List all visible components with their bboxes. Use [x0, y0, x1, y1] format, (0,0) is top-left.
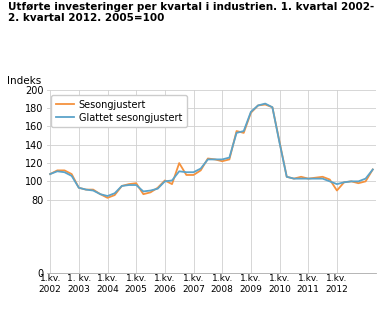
- Sesongjustert: [213, 158, 217, 161]
- Sesongjustert: [55, 169, 60, 172]
- Sesongjustert: [363, 179, 368, 183]
- Glattet sesongjustert: [213, 158, 217, 161]
- Sesongjustert: [141, 192, 146, 196]
- Sesongjustert: [170, 182, 174, 186]
- Glattet sesongjustert: [363, 177, 368, 180]
- Glattet sesongjustert: [126, 183, 131, 187]
- Glattet sesongjustert: [191, 170, 196, 174]
- Glattet sesongjustert: [113, 191, 117, 195]
- Sesongjustert: [234, 129, 239, 133]
- Glattet sesongjustert: [256, 103, 260, 107]
- Glattet sesongjustert: [148, 188, 153, 192]
- Glattet sesongjustert: [334, 182, 339, 186]
- Sesongjustert: [256, 103, 260, 107]
- Glattet sesongjustert: [234, 131, 239, 135]
- Glattet sesongjustert: [206, 158, 210, 161]
- Sesongjustert: [327, 178, 332, 181]
- Sesongjustert: [76, 186, 81, 190]
- Glattet sesongjustert: [299, 177, 303, 180]
- Sesongjustert: [184, 173, 189, 177]
- Glattet sesongjustert: [120, 184, 124, 188]
- Glattet sesongjustert: [69, 174, 74, 178]
- Sesongjustert: [227, 158, 232, 161]
- Sesongjustert: [177, 161, 182, 165]
- Glattet sesongjustert: [170, 178, 174, 182]
- Sesongjustert: [220, 159, 225, 163]
- Line: Sesongjustert: Sesongjustert: [50, 105, 373, 198]
- Glattet sesongjustert: [277, 141, 282, 145]
- Line: Glattet sesongjustert: Glattet sesongjustert: [50, 104, 373, 196]
- Sesongjustert: [113, 193, 117, 197]
- Glattet sesongjustert: [356, 179, 361, 183]
- Sesongjustert: [69, 172, 74, 176]
- Glattet sesongjustert: [327, 179, 332, 183]
- Glattet sesongjustert: [84, 188, 88, 192]
- Sesongjustert: [155, 186, 160, 190]
- Sesongjustert: [356, 181, 361, 185]
- Glattet sesongjustert: [198, 167, 203, 170]
- Glattet sesongjustert: [184, 170, 189, 174]
- Glattet sesongjustert: [349, 179, 353, 183]
- Glattet sesongjustert: [227, 156, 232, 160]
- Sesongjustert: [206, 157, 210, 160]
- Sesongjustert: [126, 182, 131, 186]
- Sesongjustert: [342, 180, 346, 184]
- Sesongjustert: [306, 177, 310, 180]
- Sesongjustert: [163, 178, 167, 182]
- Glattet sesongjustert: [134, 183, 139, 187]
- Glattet sesongjustert: [342, 180, 346, 184]
- Sesongjustert: [105, 196, 110, 200]
- Glattet sesongjustert: [76, 186, 81, 190]
- Sesongjustert: [191, 173, 196, 177]
- Sesongjustert: [284, 175, 289, 179]
- Glattet sesongjustert: [263, 102, 268, 106]
- Glattet sesongjustert: [371, 168, 375, 171]
- Glattet sesongjustert: [177, 169, 182, 173]
- Glattet sesongjustert: [163, 179, 167, 183]
- Sesongjustert: [371, 168, 375, 171]
- Glattet sesongjustert: [48, 172, 52, 176]
- Sesongjustert: [241, 131, 246, 135]
- Glattet sesongjustert: [155, 187, 160, 191]
- Sesongjustert: [320, 175, 325, 179]
- Glattet sesongjustert: [220, 158, 225, 161]
- Sesongjustert: [270, 105, 275, 109]
- Text: Utførte investeringer per kvartal i industrien. 1. kvartal 2002-
2. kvartal 2012: Utførte investeringer per kvartal i indu…: [8, 2, 374, 23]
- Glattet sesongjustert: [284, 175, 289, 179]
- Glattet sesongjustert: [320, 177, 325, 180]
- Glattet sesongjustert: [62, 170, 67, 174]
- Legend: Sesongjustert, Glattet sesongjustert: Sesongjustert, Glattet sesongjustert: [52, 95, 187, 127]
- Sesongjustert: [148, 190, 153, 194]
- Sesongjustert: [91, 188, 95, 192]
- Glattet sesongjustert: [141, 189, 146, 193]
- Glattet sesongjustert: [313, 177, 318, 180]
- Glattet sesongjustert: [105, 194, 110, 198]
- Sesongjustert: [299, 175, 303, 179]
- Sesongjustert: [48, 172, 52, 176]
- Sesongjustert: [292, 177, 296, 180]
- Glattet sesongjustert: [270, 105, 275, 109]
- Sesongjustert: [62, 169, 67, 172]
- Glattet sesongjustert: [55, 169, 60, 173]
- Sesongjustert: [349, 179, 353, 183]
- Sesongjustert: [134, 181, 139, 185]
- Glattet sesongjustert: [241, 129, 246, 133]
- Sesongjustert: [198, 169, 203, 172]
- Glattet sesongjustert: [91, 188, 95, 192]
- Text: Indeks: Indeks: [7, 76, 41, 86]
- Glattet sesongjustert: [249, 110, 253, 114]
- Sesongjustert: [98, 192, 103, 196]
- Glattet sesongjustert: [306, 177, 310, 180]
- Glattet sesongjustert: [292, 177, 296, 180]
- Sesongjustert: [334, 188, 339, 192]
- Sesongjustert: [277, 140, 282, 144]
- Sesongjustert: [120, 184, 124, 188]
- Sesongjustert: [249, 111, 253, 115]
- Sesongjustert: [84, 188, 88, 192]
- Sesongjustert: [263, 103, 268, 107]
- Sesongjustert: [313, 176, 318, 180]
- Glattet sesongjustert: [98, 192, 103, 196]
